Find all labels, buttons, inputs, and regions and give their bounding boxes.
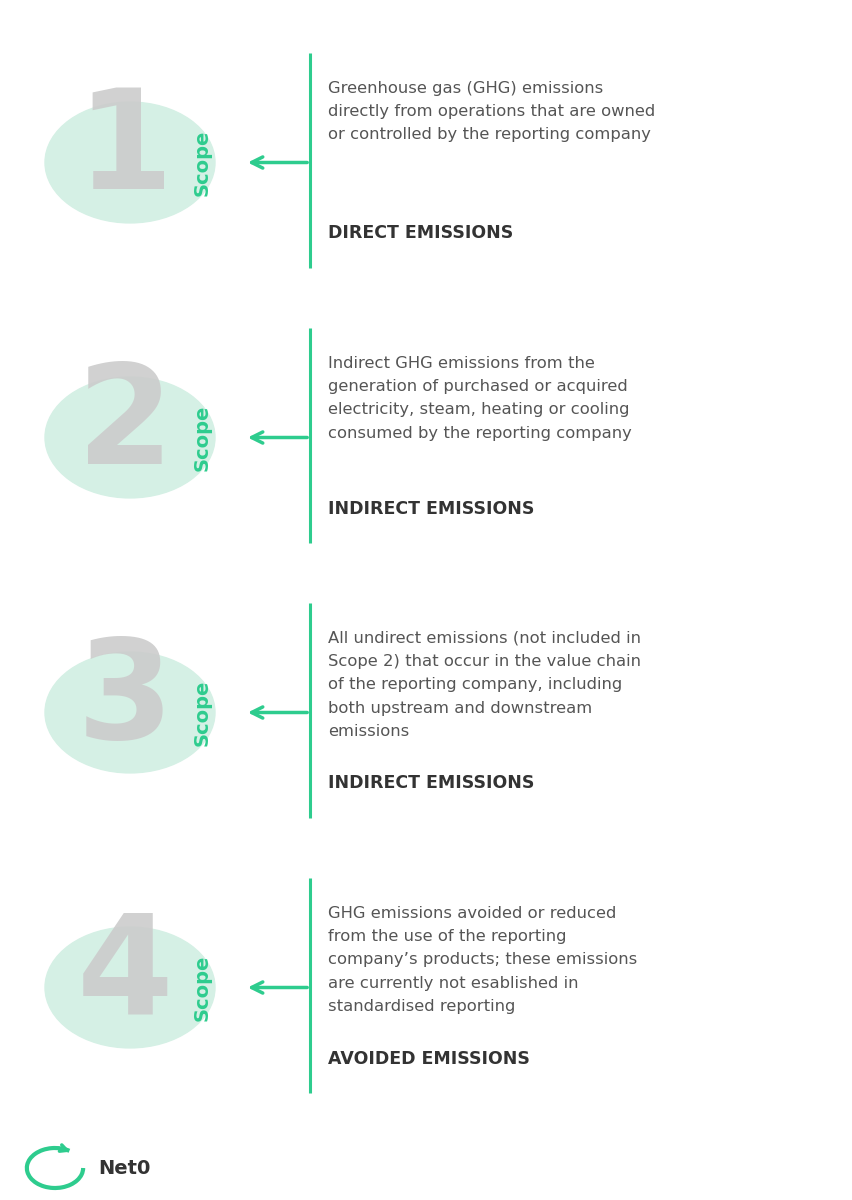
Text: INDIRECT EMISSIONS: INDIRECT EMISSIONS [328, 499, 533, 517]
Text: GHG emissions avoided or reduced
from the use of the reporting
company’s product: GHG emissions avoided or reduced from th… [328, 906, 636, 1014]
Text: Scope: Scope [193, 404, 211, 470]
Ellipse shape [45, 652, 215, 773]
Text: 3: 3 [77, 634, 173, 768]
Ellipse shape [45, 377, 215, 498]
Text: Scope: Scope [193, 130, 211, 196]
Text: Greenhouse gas (GHG) emissions
directly from operations that are owned
or contro: Greenhouse gas (GHG) emissions directly … [328, 80, 654, 143]
Ellipse shape [45, 102, 215, 223]
Text: Indirect GHG emissions from the
generation of purchased or acquired
electricity,: Indirect GHG emissions from the generati… [328, 355, 631, 440]
Text: 1: 1 [77, 83, 173, 218]
Text: 4: 4 [77, 908, 173, 1043]
Text: All undirect emissions (not included in
Scope 2) that occur in the value chain
o: All undirect emissions (not included in … [328, 630, 640, 739]
Text: Scope: Scope [193, 954, 211, 1021]
Ellipse shape [45, 928, 215, 1048]
Text: AVOIDED EMISSIONS: AVOIDED EMISSIONS [328, 1050, 529, 1068]
Text: Scope: Scope [193, 679, 211, 745]
Text: DIRECT EMISSIONS: DIRECT EMISSIONS [328, 224, 513, 242]
Text: INDIRECT EMISSIONS: INDIRECT EMISSIONS [328, 774, 533, 792]
Text: 2: 2 [77, 358, 173, 493]
Text: Net0: Net0 [98, 1158, 150, 1177]
